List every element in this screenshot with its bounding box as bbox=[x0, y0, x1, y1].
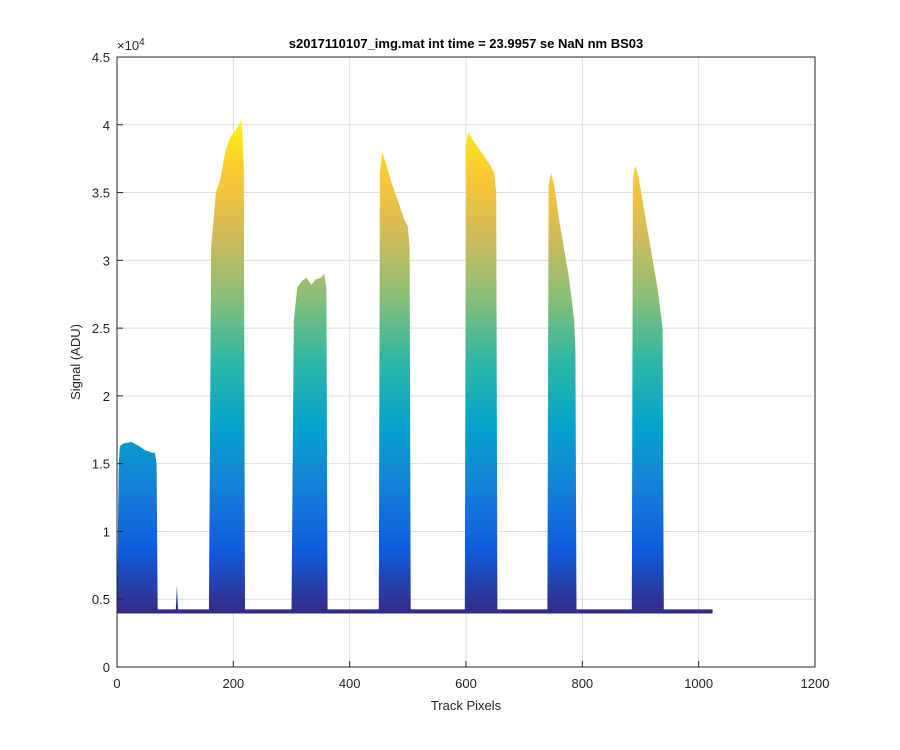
series-peak-5 bbox=[378, 151, 411, 612]
y-exponent-power: 4 bbox=[139, 37, 145, 48]
y-ticks: 0 0.5 1 1.5 2 2.5 3 3.5 4 4.5 bbox=[92, 50, 123, 675]
series-peak-8 bbox=[631, 165, 664, 612]
series-peak-6 bbox=[464, 131, 498, 612]
y-tick-label: 4.5 bbox=[92, 50, 110, 65]
y-exponent-base: ×10 bbox=[117, 38, 139, 53]
baseline-band bbox=[117, 609, 713, 614]
series-peak-2 bbox=[175, 585, 179, 612]
x-tick-label: 1200 bbox=[801, 676, 830, 691]
series-peak-4 bbox=[291, 273, 328, 612]
y-tick-label: 3 bbox=[103, 253, 110, 268]
chart-title: s2017110107_img.mat int time = 23.9957 s… bbox=[289, 36, 643, 51]
y-tick-label: 0.5 bbox=[92, 592, 110, 607]
y-axis-label: Signal (ADU) bbox=[68, 324, 83, 400]
x-tick-label: 400 bbox=[339, 676, 361, 691]
y-tick-label: 1.5 bbox=[92, 457, 110, 472]
y-tick-label: 1 bbox=[103, 524, 110, 539]
y-tick-label: 0 bbox=[103, 660, 110, 675]
y-exponent: ×104 bbox=[117, 37, 145, 53]
y-tick-label: 2 bbox=[103, 389, 110, 404]
x-axis-label: Track Pixels bbox=[431, 698, 502, 713]
x-tick-label: 800 bbox=[571, 676, 593, 691]
y-tick-label: 4 bbox=[103, 118, 110, 133]
x-tick-label: 0 bbox=[113, 676, 120, 691]
series-layer bbox=[117, 119, 713, 614]
series-peak-1 bbox=[117, 442, 158, 612]
x-tick-label: 200 bbox=[222, 676, 244, 691]
y-tick-label: 2.5 bbox=[92, 321, 110, 336]
series-peak-3 bbox=[208, 119, 245, 612]
x-tick-label: 600 bbox=[455, 676, 477, 691]
series-peak-7 bbox=[547, 172, 577, 612]
y-tick-label: 3.5 bbox=[92, 186, 110, 201]
x-ticks: 0 200 400 600 800 1000 1200 bbox=[113, 661, 829, 691]
x-tick-label: 1000 bbox=[684, 676, 713, 691]
